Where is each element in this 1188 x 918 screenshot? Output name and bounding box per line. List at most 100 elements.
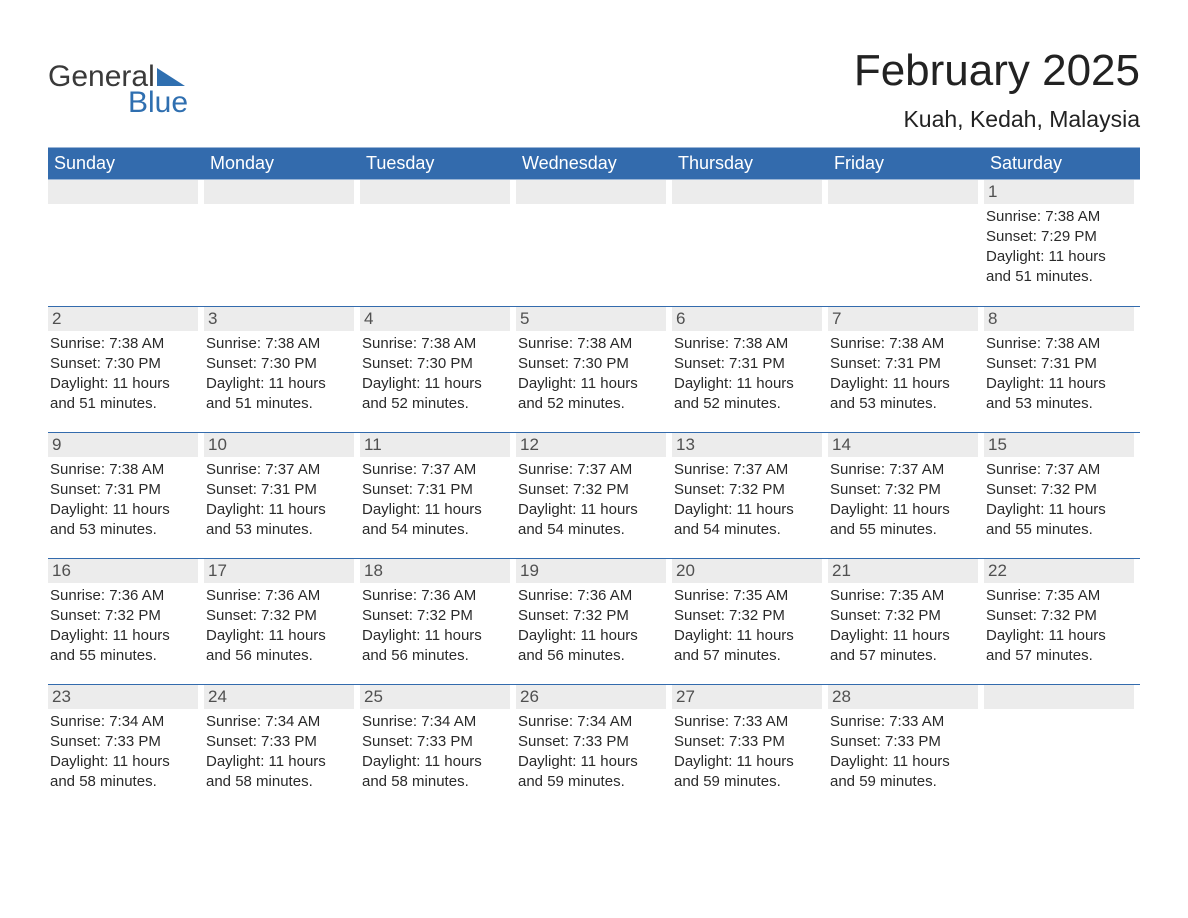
- cell-body: Sunrise: 7:36 AMSunset: 7:32 PMDaylight:…: [204, 583, 354, 665]
- logo: General Blue: [48, 62, 188, 118]
- daylight-text: Daylight: 11 hours and 51 minutes.: [986, 247, 1132, 287]
- calendar-cell: 11 Sunrise: 7:37 AMSunset: 7:31 PMDayligh…: [360, 433, 516, 550]
- calendar: Sunday Monday Tuesday Wednesday Thursday…: [48, 147, 1140, 810]
- daylight-text: Daylight: 11 hours and 51 minutes.: [206, 374, 352, 414]
- daylight-text: Daylight: 11 hours and 56 minutes.: [206, 626, 352, 666]
- day-number: 20: [672, 561, 695, 581]
- day-number: 19: [516, 561, 539, 581]
- sunset-text: Sunset: 7:32 PM: [50, 606, 196, 626]
- daynum-row: 10: [204, 433, 354, 457]
- daynum-row: 22: [984, 559, 1134, 583]
- location-label: Kuah, Kedah, Malaysia: [854, 106, 1140, 133]
- calendar-cell: 18Sunrise: 7:36 AMSunset: 7:32 PMDayligh…: [360, 559, 516, 676]
- daylight-text: Daylight: 11 hours and 56 minutes.: [518, 626, 664, 666]
- daylight-text: Daylight: 11 hours and 57 minutes.: [830, 626, 976, 666]
- daylight-text: Daylight: 11 hours and 55 minutes.: [50, 626, 196, 666]
- cell-body: [828, 204, 978, 207]
- cell-body: Sunrise: 7:38 AMSunset: 7:30 PMDaylight:…: [48, 331, 198, 413]
- weeks-container: 1Sunrise: 7:38 AMSunset: 7:29 PMDaylight…: [48, 180, 1140, 810]
- daynum-row: 8: [984, 307, 1134, 331]
- day-header-friday: Friday: [828, 148, 984, 179]
- cell-body: Sunrise: 7:38 AMSunset: 7:30 PMDaylight:…: [204, 331, 354, 413]
- daylight-text: Daylight: 11 hours and 55 minutes.: [986, 500, 1132, 540]
- sunrise-text: Sunrise: 7:37 AM: [986, 460, 1132, 480]
- day-number: 17: [204, 561, 227, 581]
- sunset-text: Sunset: 7:32 PM: [518, 480, 664, 500]
- daynum-row: 17: [204, 559, 354, 583]
- daynum-row: [984, 685, 1134, 709]
- cell-body: Sunrise: 7:38 AMSunset: 7:30 PMDaylight:…: [516, 331, 666, 413]
- sunrise-text: Sunrise: 7:36 AM: [518, 586, 664, 606]
- day-header-monday: Monday: [204, 148, 360, 179]
- cell-body: Sunrise: 7:33 AMSunset: 7:33 PMDaylight:…: [828, 709, 978, 791]
- cell-body: Sunrise: 7:38 AMSunset: 7:30 PMDaylight:…: [360, 331, 510, 413]
- sunrise-text: Sunrise: 7:34 AM: [206, 712, 352, 732]
- daylight-text: Daylight: 11 hours and 53 minutes.: [830, 374, 976, 414]
- cell-body: Sunrise: 7:38 AMSunset: 7:31 PMDaylight:…: [48, 457, 198, 539]
- calendar-cell: 10Sunrise: 7:37 AMSunset: 7:31 PMDayligh…: [204, 433, 360, 550]
- sunrise-text: Sunrise: 7:35 AM: [986, 586, 1132, 606]
- day-header-thursday: Thursday: [672, 148, 828, 179]
- sunset-text: Sunset: 7:32 PM: [986, 606, 1132, 626]
- sunset-text: Sunset: 7:31 PM: [830, 354, 976, 374]
- daylight-text: Daylight: 11 hours and 54 minutes.: [362, 500, 508, 540]
- daynum-row: 9: [48, 433, 198, 457]
- calendar-cell: 24 Sunrise: 7:34 AMSunset: 7:33 PMDayligh…: [204, 685, 360, 802]
- calendar-cell: 5Sunrise: 7:38 AMSunset: 7:30 PMDaylight…: [516, 307, 672, 424]
- sunset-text: Sunset: 7:31 PM: [986, 354, 1132, 374]
- sunrise-text: Sunrise: 7:38 AM: [674, 334, 820, 354]
- cell-body: Sunrise: 7:35 AMSunset: 7:32 PMDaylight:…: [828, 583, 978, 665]
- sunset-text: Sunset: 7:33 PM: [518, 732, 664, 752]
- sunset-text: Sunset: 7:32 PM: [674, 480, 820, 500]
- calendar-cell: 4Sunrise: 7:38 AMSunset: 7:30 PMDaylight…: [360, 307, 516, 424]
- daylight-text: Daylight: 11 hours and 55 minutes.: [830, 500, 976, 540]
- sunset-text: Sunset: 7:33 PM: [362, 732, 508, 752]
- cell-body: Sunrise: 7:34 AMSunset: 7:33 PMDaylight:…: [360, 709, 510, 791]
- day-number: 5: [516, 309, 529, 329]
- sunrise-text: Sunrise: 7:35 AM: [830, 586, 976, 606]
- sunset-text: Sunset: 7:33 PM: [206, 732, 352, 752]
- day-number: 18: [360, 561, 383, 581]
- daylight-text: Daylight: 11 hours and 58 minutes.: [50, 752, 196, 792]
- calendar-cell: 19Sunrise: 7:36 AMSunset: 7:32 PMDayligh…: [516, 559, 672, 676]
- sunset-text: Sunset: 7:29 PM: [986, 227, 1132, 247]
- sunrise-text: Sunrise: 7:38 AM: [50, 334, 196, 354]
- daynum-row: 4: [360, 307, 510, 331]
- daynum-row: 20: [672, 559, 822, 583]
- calendar-cell: 15Sunrise: 7:37 AMSunset: 7:32 PMDayligh…: [984, 433, 1140, 550]
- cell-body: Sunrise: 7:34 AMSunset: 7:33 PMDaylight:…: [516, 709, 666, 791]
- sunset-text: Sunset: 7:31 PM: [362, 480, 508, 500]
- cell-body: Sunrise: 7:38 AMSunset: 7:31 PMDaylight:…: [984, 331, 1134, 413]
- calendar-cell: 3Sunrise: 7:38 AMSunset: 7:30 PMDaylight…: [204, 307, 360, 424]
- daynum-row: [48, 180, 198, 204]
- sunrise-text: Sunrise: 7:36 AM: [50, 586, 196, 606]
- day-number: 14: [828, 435, 851, 455]
- day-number: 11: [360, 435, 382, 455]
- week-row: 23Sunrise: 7:34 AMSunset: 7:33 PMDayligh…: [48, 684, 1140, 810]
- daynum-row: [204, 180, 354, 204]
- day-number: 24: [204, 687, 227, 707]
- calendar-cell: 6Sunrise: 7:38 AMSunset: 7:31 PMDaylight…: [672, 307, 828, 424]
- calendar-cell: 25Sunrise: 7:34 AMSunset: 7:33 PMDayligh…: [360, 685, 516, 802]
- cell-body: Sunrise: 7:37 AMSunset: 7:32 PMDaylight:…: [516, 457, 666, 539]
- calendar-cell: [828, 180, 984, 298]
- day-number: 8: [984, 309, 997, 329]
- daylight-text: Daylight: 11 hours and 58 minutes.: [206, 752, 352, 792]
- daylight-text: Daylight: 11 hours and 53 minutes.: [206, 500, 352, 540]
- sunrise-text: Sunrise: 7:37 AM: [362, 460, 508, 480]
- sunrise-text: Sunrise: 7:37 AM: [830, 460, 976, 480]
- day-number: 4: [360, 309, 373, 329]
- sunset-text: Sunset: 7:32 PM: [206, 606, 352, 626]
- calendar-cell: 14Sunrise: 7:37 AMSunset: 7:32 PMDayligh…: [828, 433, 984, 550]
- sunrise-text: Sunrise: 7:33 AM: [830, 712, 976, 732]
- daynum-row: 15: [984, 433, 1134, 457]
- calendar-cell: 22Sunrise: 7:35 AMSunset: 7:32 PMDayligh…: [984, 559, 1140, 676]
- page-title: February 2025: [854, 48, 1140, 94]
- day-header-saturday: Saturday: [984, 148, 1140, 179]
- daylight-text: Daylight: 11 hours and 57 minutes.: [674, 626, 820, 666]
- sunset-text: Sunset: 7:31 PM: [674, 354, 820, 374]
- daynum-row: 25: [360, 685, 510, 709]
- daylight-text: Daylight: 11 hours and 51 minutes.: [50, 374, 196, 414]
- sunset-text: Sunset: 7:30 PM: [362, 354, 508, 374]
- day-header-tuesday: Tuesday: [360, 148, 516, 179]
